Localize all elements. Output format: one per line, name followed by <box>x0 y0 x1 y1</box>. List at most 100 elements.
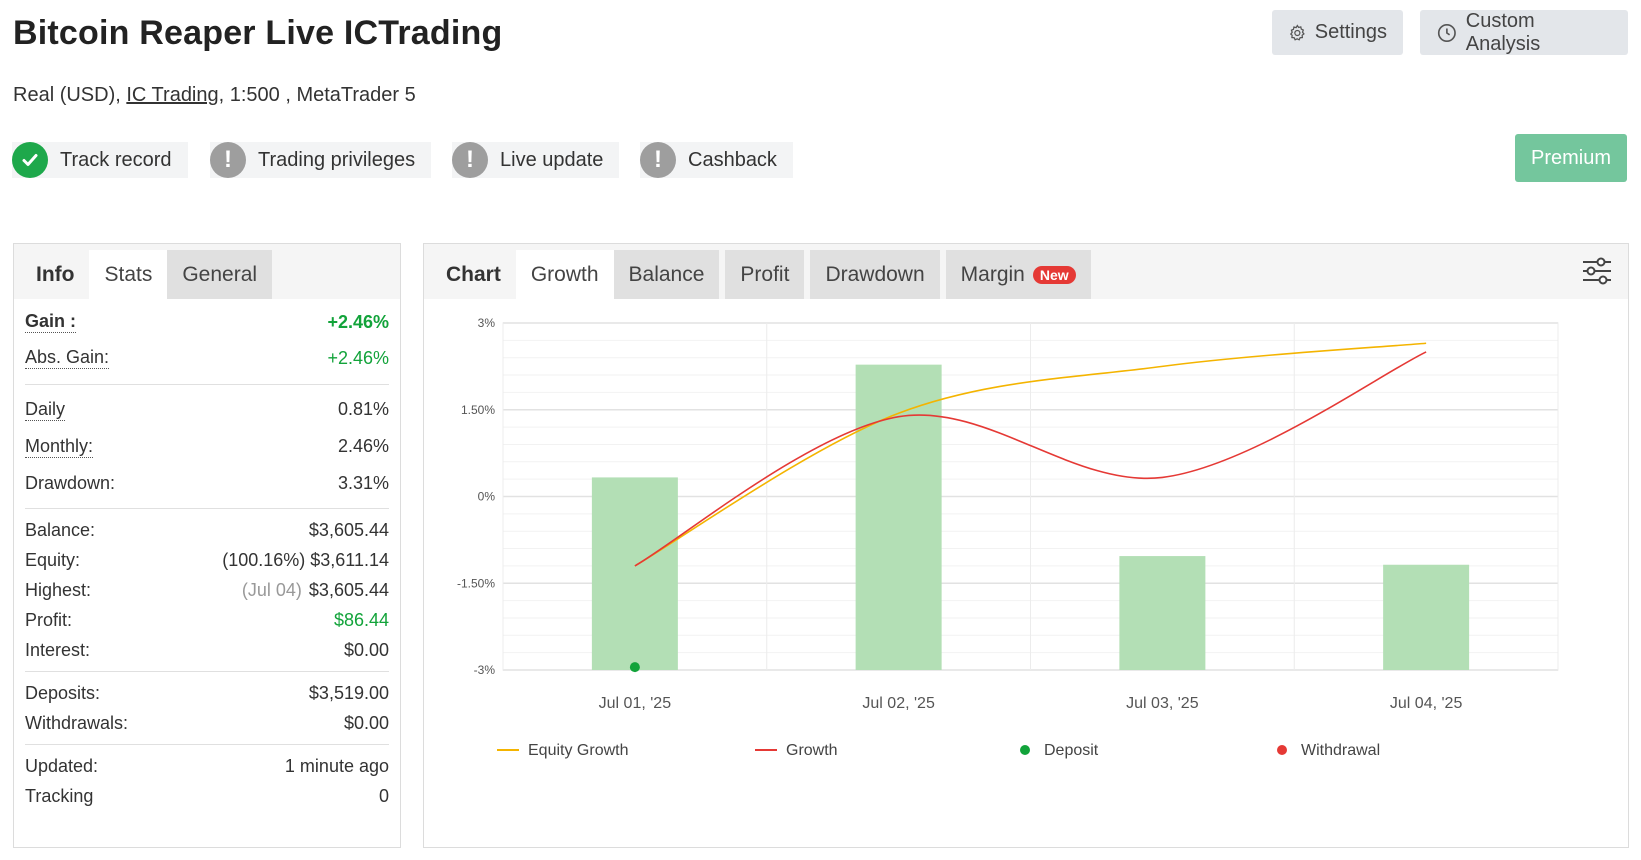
tab-margin-label: Margin <box>960 262 1025 286</box>
tab-general[interactable]: General <box>167 250 273 299</box>
legend-label: Deposit <box>1044 742 1099 759</box>
x-tick-label: Jul 04, '25 <box>1390 695 1463 712</box>
x-axis: Jul 01, '25 Jul 02, '25 Jul 03, '25 Jul 04,… <box>599 695 1463 712</box>
stat-label[interactable]: Gain : <box>25 311 77 333</box>
legend-swatch <box>1020 745 1030 755</box>
account-type: Real (USD), <box>13 84 127 106</box>
growth-chart: 3% 1.50% 0% -1.50% -3% Jul 01, '25 Jul 02, '2… <box>457 316 1559 759</box>
tab-info[interactable]: Info <box>36 262 75 286</box>
badge-label: Live update <box>500 148 604 171</box>
stat-label: Balance: <box>25 519 96 540</box>
stat-tracking: Tracking 0 <box>25 781 389 811</box>
stat-value: 3.31% <box>337 473 389 493</box>
account-details: , 1:500 , MetaTrader 5 <box>218 84 416 106</box>
chart-grid <box>502 322 1559 671</box>
settings-label: Settings <box>1314 21 1387 43</box>
stat-value: 1 minute ago <box>284 755 389 776</box>
x-tick-label: Jul 03, '25 <box>1126 695 1199 712</box>
stat-value: +2.46% <box>327 347 389 368</box>
y-tick-label: 1.50% <box>461 403 495 417</box>
y-tick-label: 3% <box>478 316 496 330</box>
stat-value: $0.00 <box>343 639 389 660</box>
stat-note: (Jul 04) <box>241 579 302 600</box>
stat-label: Equity: <box>25 549 81 570</box>
stat-label: Drawdown: <box>25 473 116 493</box>
stats-panel: Info Stats General Gain : +2.46% Abs. Gai… <box>13 243 401 848</box>
tab-stats[interactable]: Stats <box>89 250 168 299</box>
stats-list: Gain : +2.46% Abs. Gain: +2.46% Daily 0.81%… <box>25 306 389 811</box>
broker-link[interactable]: IC Trading <box>126 84 219 106</box>
stat-label[interactable]: Abs. Gain: <box>25 347 110 369</box>
legend-label: Growth <box>786 742 838 759</box>
bar <box>855 364 942 670</box>
stat-label: Tracking <box>25 785 94 806</box>
stat-gain: Gain : +2.46% <box>25 306 389 338</box>
chart-tabs: Chart Growth Balance Profit Drawdown Mar… <box>424 244 1628 299</box>
stat-highest: Highest: (Jul 04) $3,605.44 <box>25 575 389 605</box>
stat-value: $3,519.00 <box>308 682 389 703</box>
chart-lines <box>634 342 1427 567</box>
bar <box>1383 564 1470 670</box>
stat-amount: $3,605.44 <box>308 579 389 600</box>
y-axis: 3% 1.50% 0% -1.50% -3% <box>457 316 495 677</box>
account-subtitle: Real (USD), IC Trading, 1:500 , MetaTrad… <box>13 84 416 107</box>
bar <box>591 477 678 670</box>
line-growth <box>634 351 1427 567</box>
stat-label: Deposits: <box>25 682 101 703</box>
badge-label: Cashback <box>688 148 777 171</box>
tab-chart[interactable]: Chart <box>446 262 501 286</box>
stat-equity: Equity: (100.16%) $3,611.14 <box>25 545 389 575</box>
stat-label[interactable]: Daily <box>25 398 66 421</box>
stat-daily: Daily 0.81% <box>25 391 389 428</box>
stat-value: 2.46% <box>337 436 389 456</box>
chart-bars <box>591 364 1470 670</box>
stat-abs-gain: Abs. Gain: +2.46% <box>25 338 389 378</box>
stat-label[interactable]: Monthly: <box>25 435 94 458</box>
x-tick-label: Jul 01, '25 <box>599 695 672 712</box>
settings-button[interactable]: Settings <box>1272 10 1403 55</box>
badge-label: Track record <box>60 148 172 171</box>
stat-profit: Profit: $86.44 <box>25 605 389 635</box>
stat-drawdown: Drawdown: 3.31% <box>25 465 389 502</box>
tab-profit[interactable]: Profit <box>725 250 805 299</box>
stat-label: Interest: <box>25 639 91 660</box>
stat-value: (Jul 04) $3,605.44 <box>242 580 389 601</box>
premium-button[interactable]: Premium <box>1515 134 1627 182</box>
stat-balance: Balance: $3,605.44 <box>25 515 389 545</box>
stats-tabs: Info Stats General <box>14 244 400 299</box>
stat-value: +2.46% <box>327 311 389 332</box>
exclamation-icon: ! <box>640 142 676 178</box>
y-tick-label: -3% <box>474 663 496 677</box>
badge-cashback[interactable]: ! Cashback <box>640 142 793 178</box>
stat-monthly: Monthly: 2.46% <box>25 428 389 465</box>
custom-analysis-label: Custom Analysis <box>1465 9 1541 55</box>
badge-trading-privileges[interactable]: ! Trading privileges <box>210 142 432 178</box>
stat-label: Withdrawals: <box>25 712 129 733</box>
tab-growth[interactable]: Growth <box>515 250 614 299</box>
stat-value: $3,605.44 <box>308 519 389 540</box>
line-equity-growth <box>634 342 1427 567</box>
legend-label: Withdrawal <box>1301 742 1380 759</box>
chart-legend: Equity Growth Growth Deposit Withdrawal <box>497 742 1380 759</box>
chart-settings-icon[interactable] <box>1581 256 1613 291</box>
exclamation-icon: ! <box>210 142 246 178</box>
stat-value: (100.16%) $3,611.14 <box>222 549 389 570</box>
chart-points <box>629 662 640 673</box>
tab-drawdown[interactable]: Drawdown <box>810 250 940 299</box>
stat-withdrawals: Withdrawals: $0.00 <box>25 708 389 738</box>
exclamation-icon: ! <box>452 142 488 178</box>
custom-analysis-button[interactable]: Custom Analysis <box>1420 10 1628 55</box>
badge-live-update[interactable]: ! Live update <box>452 142 620 178</box>
stat-value: 0.81% <box>337 399 389 419</box>
badge-label: Trading privileges <box>258 148 416 171</box>
stat-deposits: Deposits: $3,519.00 <box>25 678 389 708</box>
tab-margin[interactable]: Margin New <box>945 250 1091 299</box>
badge-track-record[interactable]: Track record <box>12 142 188 178</box>
check-icon <box>12 142 48 178</box>
chart-panel: Chart Growth Balance Profit Drawdown Mar… <box>423 243 1629 848</box>
divider <box>25 384 389 385</box>
divider <box>25 508 389 509</box>
tab-balance[interactable]: Balance <box>613 250 720 299</box>
y-tick-label: 0% <box>478 490 496 504</box>
stat-value: $86.44 <box>333 609 389 630</box>
